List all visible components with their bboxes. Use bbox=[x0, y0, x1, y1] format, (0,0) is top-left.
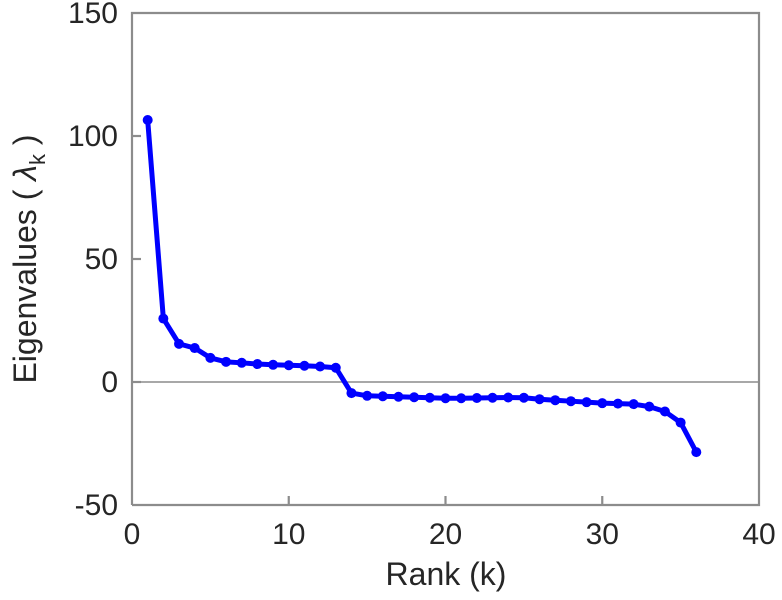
y-tick-label: -50 bbox=[75, 489, 118, 522]
y-axis-title-group: Eigenvalues ( λk ) bbox=[7, 134, 50, 383]
x-tick-label: 0 bbox=[124, 518, 141, 551]
x-tick-label: 40 bbox=[742, 518, 775, 551]
data-point-marker bbox=[346, 388, 357, 399]
x-tick-label: 30 bbox=[586, 518, 619, 551]
data-point-marker bbox=[675, 417, 686, 428]
x-axis-title: Rank (k) bbox=[386, 556, 507, 592]
data-point-marker bbox=[659, 406, 670, 417]
data-point-marker bbox=[409, 392, 420, 403]
data-point-marker bbox=[424, 392, 435, 403]
data-point-marker bbox=[393, 391, 404, 402]
data-point-marker bbox=[565, 396, 576, 407]
data-point-marker bbox=[252, 359, 263, 370]
x-tick-label: 20 bbox=[429, 518, 462, 551]
data-point-marker bbox=[236, 357, 247, 368]
data-point-marker bbox=[518, 392, 529, 403]
y-tick-label: 100 bbox=[68, 120, 118, 153]
data-point-marker bbox=[644, 401, 655, 412]
data-point-marker bbox=[174, 338, 185, 349]
data-point-marker bbox=[456, 393, 467, 404]
y-tick-labels: -50 0 50 100 150 bbox=[68, 0, 118, 522]
data-point-marker bbox=[581, 397, 592, 408]
data-point-marker bbox=[158, 313, 169, 324]
data-point-marker bbox=[362, 390, 373, 401]
axes-frame bbox=[130, 11, 761, 507]
axes-box bbox=[130, 11, 761, 507]
data-point-marker bbox=[330, 362, 341, 373]
y-axis-title: Eigenvalues ( λk ) bbox=[7, 134, 50, 383]
data-point-marker bbox=[550, 395, 561, 406]
data-point-marker bbox=[612, 398, 623, 409]
data-point-marker bbox=[205, 352, 216, 363]
data-point-marker bbox=[315, 361, 326, 372]
data-point-marker bbox=[503, 392, 514, 403]
data-point-marker bbox=[534, 394, 545, 405]
y-tick-label: 150 bbox=[68, 0, 118, 30]
y-axis-title-close: ) bbox=[7, 134, 43, 154]
data-point-marker bbox=[283, 360, 294, 371]
data-point-marker bbox=[487, 392, 498, 403]
data-point-marker bbox=[628, 399, 639, 410]
data-point-marker bbox=[268, 359, 279, 370]
y-tick-label: 50 bbox=[85, 243, 118, 276]
y-tick-marks bbox=[132, 134, 141, 384]
data-point-marker bbox=[440, 393, 451, 404]
x-tick-marks bbox=[287, 496, 604, 505]
y-axis-title-main: Eigenvalues ( bbox=[7, 181, 43, 384]
data-point-marker bbox=[221, 356, 232, 367]
data-point-marker bbox=[299, 360, 310, 371]
data-point-marker bbox=[691, 447, 702, 458]
y-axis-title-subscript: k bbox=[25, 153, 50, 165]
data-point-marker bbox=[189, 343, 200, 354]
y-axis-title-lambda: λ bbox=[7, 165, 43, 183]
x-tick-labels: 0 10 20 30 40 bbox=[124, 518, 776, 551]
data-point-marker bbox=[377, 391, 388, 402]
data-series-group bbox=[142, 115, 702, 458]
data-point-marker bbox=[142, 115, 153, 126]
y-tick-label: 0 bbox=[101, 366, 118, 399]
data-point-marker bbox=[597, 398, 608, 409]
x-tick-label: 10 bbox=[272, 518, 305, 551]
data-point-marker bbox=[471, 392, 482, 403]
